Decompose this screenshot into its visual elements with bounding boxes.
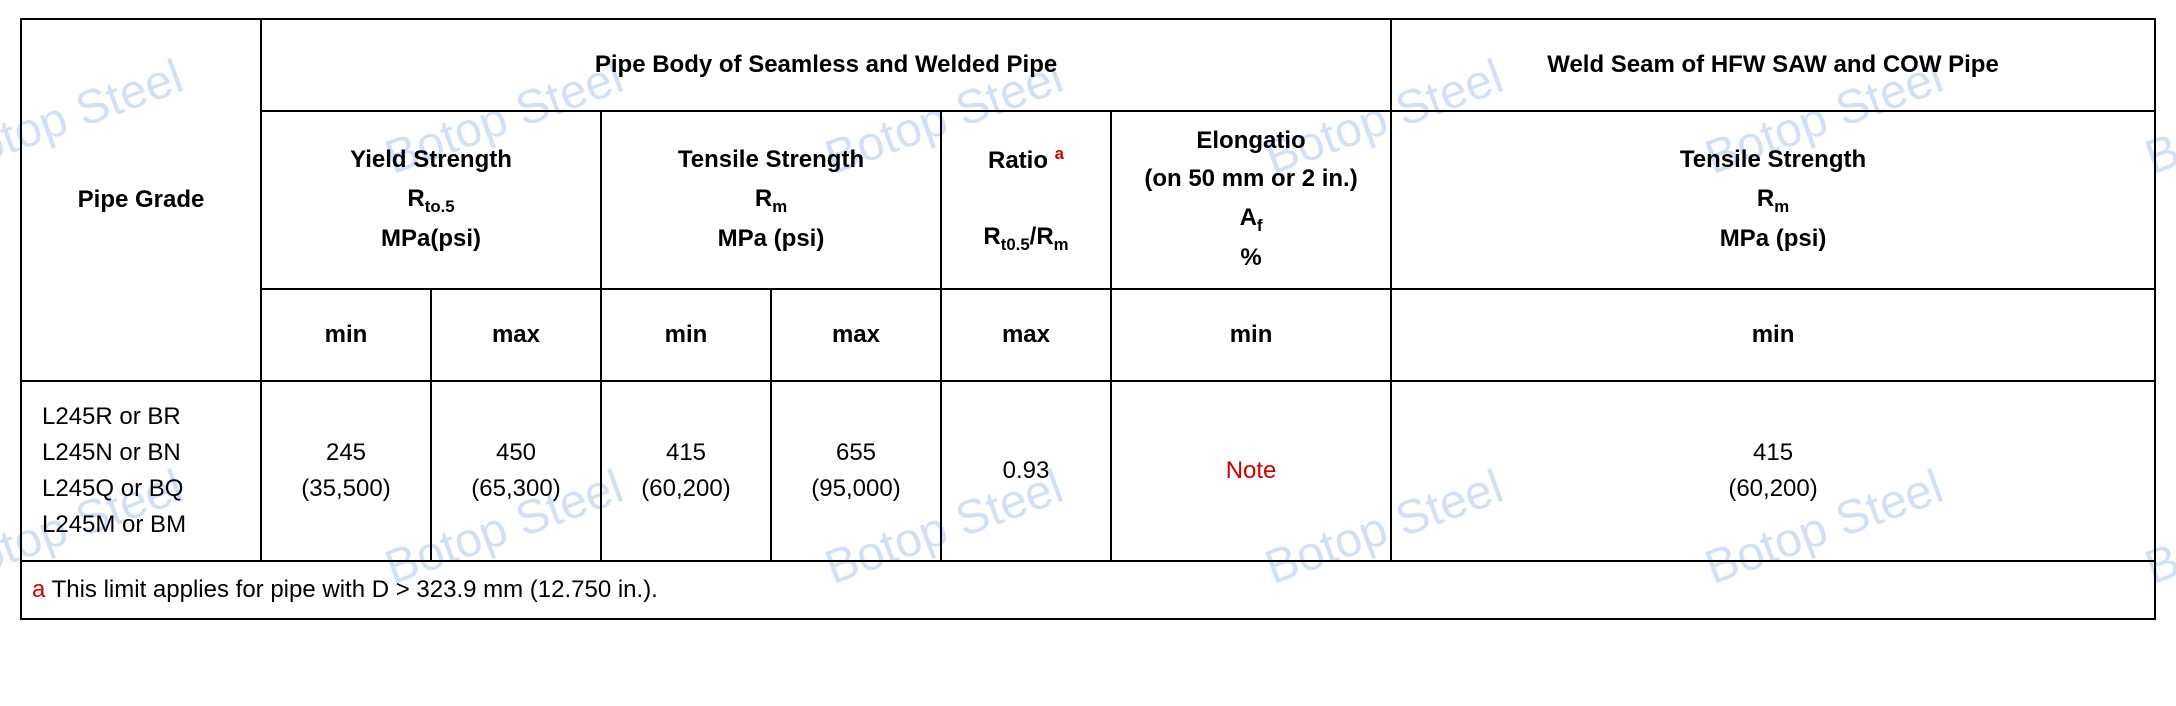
cell-ys-min: 245 (35,500) bbox=[261, 381, 431, 561]
hdr-weld-min: min bbox=[1391, 289, 2155, 381]
hdr-ratio-max: max bbox=[941, 289, 1111, 381]
symbol: Rm bbox=[1757, 185, 1789, 212]
hdr-ys-min: min bbox=[261, 289, 431, 381]
hdr-ratio: Ratio a Rt0.5/Rm bbox=[941, 111, 1111, 289]
cell-elong: Note bbox=[1111, 381, 1391, 561]
spec-table: Pipe Grade Pipe Body of Seamless and Wel… bbox=[20, 18, 2156, 620]
footnote: a This limit applies for pipe with D > 3… bbox=[21, 561, 2155, 619]
cell-ts-min: 415 (60,200) bbox=[601, 381, 771, 561]
unit: % bbox=[1240, 244, 1261, 271]
symbol: Af bbox=[1240, 204, 1263, 231]
unit: MPa (psi) bbox=[1720, 225, 1827, 252]
line2: (on 50 mm or 2 in.) bbox=[1144, 165, 1357, 192]
cell-ratio: 0.93 bbox=[941, 381, 1111, 561]
hdr-elong-min: min bbox=[1111, 289, 1391, 381]
hdr-ys-max: max bbox=[431, 289, 601, 381]
hdr-body-title: Pipe Body of Seamless and Welded Pipe bbox=[261, 19, 1391, 111]
cell-grade: L245R or BR L245N or BN L245Q or BQ L245… bbox=[21, 381, 261, 561]
hdr-weld-title: Weld Seam of HFW SAW and COW Pipe bbox=[1391, 19, 2155, 111]
unit: MPa (psi) bbox=[718, 225, 825, 252]
grade-line: L245Q or BQ bbox=[42, 471, 252, 507]
symbol: Rt0.5/Rm bbox=[983, 223, 1068, 250]
line1: Elongatio bbox=[1196, 127, 1305, 154]
grade-line: L245N or BN bbox=[42, 435, 252, 471]
hdr-pipe-grade: Pipe Grade bbox=[21, 19, 261, 381]
unit: MPa(psi) bbox=[381, 225, 481, 252]
spec-table-container: Pipe Grade Pipe Body of Seamless and Wel… bbox=[20, 18, 2156, 620]
hdr-ts-max: max bbox=[771, 289, 941, 381]
cell-weld: 415 (60,200) bbox=[1391, 381, 2155, 561]
footnote-marker: a bbox=[32, 576, 45, 603]
table-row: L245R or BR L245N or BN L245Q or BQ L245… bbox=[21, 381, 2155, 561]
grade-line: L245M or BM bbox=[42, 507, 252, 543]
hdr-elongation: Elongatio (on 50 mm or 2 in.) Af % bbox=[1111, 111, 1391, 289]
symbol: Rm bbox=[755, 185, 787, 212]
label: Ratio a bbox=[988, 147, 1064, 174]
hdr-ts-min: min bbox=[601, 289, 771, 381]
label: Tensile Strength bbox=[678, 146, 864, 173]
cell-ts-max: 655 (95,000) bbox=[771, 381, 941, 561]
hdr-tensile-strength: Tensile Strength Rm MPa (psi) bbox=[601, 111, 941, 289]
symbol: Rto.5 bbox=[407, 185, 454, 212]
grade-line: L245R or BR bbox=[42, 399, 252, 435]
hdr-weld-tensile: Tensile Strength Rm MPa (psi) bbox=[1391, 111, 2155, 289]
footnote-text: This limit applies for pipe with D > 323… bbox=[45, 576, 658, 603]
hdr-yield-strength: Yield Strength Rto.5 MPa(psi) bbox=[261, 111, 601, 289]
label: Yield Strength bbox=[350, 146, 512, 173]
label: Tensile Strength bbox=[1680, 146, 1866, 173]
cell-ys-max: 450 (65,300) bbox=[431, 381, 601, 561]
